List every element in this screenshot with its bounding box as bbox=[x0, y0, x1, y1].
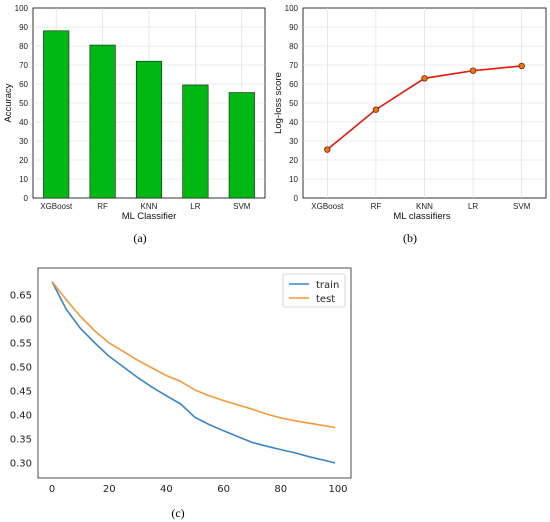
panel-a-x-tick-label: XGBoost bbox=[40, 202, 73, 211]
panel-a-x-axis-label: ML Classifier bbox=[122, 211, 177, 222]
panel-a-y-ticks: 0 10 20 30 40 50 60 70 80 90 100 bbox=[15, 4, 29, 203]
panel-b-y-tick-label: 50 bbox=[289, 99, 298, 108]
logloss-point-lr bbox=[469, 67, 477, 74]
panel-b-y-tick-label: 30 bbox=[289, 137, 298, 146]
panel-a-y-tick-label: 70 bbox=[19, 61, 28, 70]
panel-a-x-tick-label: KNN bbox=[141, 202, 158, 211]
panel-c-y-tick-label: 0.35 bbox=[10, 435, 32, 446]
legend-train-label: train bbox=[316, 280, 339, 291]
panel-b-y-tick-label: 40 bbox=[289, 118, 298, 127]
bar-xgboost bbox=[43, 30, 70, 199]
panel-a-x-tick-label: RF bbox=[97, 202, 108, 211]
panel-c-series bbox=[51, 281, 336, 464]
panel-a-y-tick-label: 90 bbox=[19, 23, 28, 32]
panel-c-plot-frame bbox=[37, 267, 352, 479]
panel-b-y-tick-label: 0 bbox=[294, 194, 299, 203]
panel-a-x-tick-label: SVM bbox=[233, 202, 251, 211]
panel-b-series bbox=[324, 62, 525, 153]
panel-b-y-tick-label: 10 bbox=[289, 175, 298, 184]
panel-a-y-tick-label: 0 bbox=[24, 194, 29, 203]
panel-a-x-ticks: XGBoost RF KNN LR SVM bbox=[40, 202, 251, 211]
panel-a-y-tick-label: 30 bbox=[19, 137, 28, 146]
panel-c-y-tick-label: 0.55 bbox=[10, 339, 32, 350]
train-curve bbox=[51, 281, 336, 464]
panel-a-accuracy-bar-chart: 0 10 20 30 40 50 60 70 80 90 100 XGBoost RF KNN LR SVM… bbox=[3, 4, 266, 222]
panel-b-label: (b) bbox=[403, 231, 417, 245]
panel-b-y-tick-label: 80 bbox=[289, 42, 298, 51]
panel-b-x-tick-label: RF bbox=[371, 202, 382, 211]
panel-a-y-tick-label: 80 bbox=[19, 42, 28, 51]
panel-a-label: (a) bbox=[133, 231, 146, 245]
logloss-point-xgboost bbox=[324, 146, 331, 153]
panel-c-x-tick-label: 80 bbox=[274, 484, 287, 495]
panel-c-y-tick-label: 0.45 bbox=[10, 387, 32, 398]
panel-a-y-tick-label: 20 bbox=[19, 156, 28, 165]
panel-b-y-tick-label: 100 bbox=[285, 4, 299, 13]
test-curve bbox=[51, 281, 336, 429]
bar-rf bbox=[89, 44, 116, 199]
panel-c-legend: train test bbox=[282, 273, 346, 308]
panel-c-x-tick-label: 100 bbox=[328, 484, 347, 495]
panel-b-y-tick-label: 70 bbox=[289, 61, 298, 70]
panel-b-x-tick-label: SVM bbox=[513, 202, 531, 211]
panel-c-train-test-curves: 0.30 0.35 0.40 0.45 0.50 0.55 0.60 0.65 0 20 40 60… bbox=[10, 267, 352, 495]
logloss-point-knn bbox=[421, 75, 428, 82]
panel-b-x-tick-label: LR bbox=[468, 202, 478, 211]
legend-test-label: test bbox=[316, 294, 335, 305]
logloss-point-svm bbox=[518, 62, 525, 70]
panel-c-x-ticks: 0 20 40 60 80 100 bbox=[49, 484, 348, 495]
bar-lr bbox=[182, 84, 209, 199]
panel-c-y-tick-label: 0.30 bbox=[10, 459, 32, 470]
panel-b-x-axis-label: ML classifiers bbox=[393, 211, 450, 222]
panel-c-y-tick-label: 0.50 bbox=[10, 363, 32, 374]
panel-b-x-tick-label: KNN bbox=[416, 202, 433, 211]
panel-b-y-tick-label: 90 bbox=[289, 23, 298, 32]
panel-c-y-tick-label: 0.60 bbox=[10, 315, 32, 326]
panel-b-y-axis-label: Log-loss score bbox=[273, 72, 284, 134]
bar-knn bbox=[135, 60, 163, 199]
panel-c-x-tick-label: 0 bbox=[49, 484, 55, 495]
panel-b-y-tick-label: 20 bbox=[289, 156, 298, 165]
panel-b-gridlines bbox=[303, 8, 546, 198]
panel-b-y-ticks: 0 10 20 30 40 50 60 70 80 90 100 bbox=[285, 4, 299, 203]
bar-svm bbox=[228, 92, 255, 199]
panel-a-y-tick-label: 60 bbox=[19, 80, 28, 89]
panel-a-bars bbox=[43, 30, 255, 199]
panel-a-y-axis-label: Accuracy bbox=[3, 83, 14, 122]
panel-a-x-tick-label: LR bbox=[190, 202, 200, 211]
panel-a-y-tick-label: 50 bbox=[19, 99, 28, 108]
panel-c-x-tick-label: 40 bbox=[160, 484, 173, 495]
panel-a-y-tick-label: 10 bbox=[19, 175, 28, 184]
panel-a-y-tick-label: 40 bbox=[19, 118, 28, 127]
panel-b-y-tick-label: 60 bbox=[289, 80, 298, 89]
panel-b-logloss-line-chart: 0 10 20 30 40 50 60 70 80 90 100 XGBoost RF KNN LR SVM… bbox=[273, 4, 547, 222]
panel-b-x-ticks: XGBoost RF KNN LR SVM bbox=[311, 202, 530, 211]
panel-c-label: (c) bbox=[171, 506, 184, 520]
panel-c-x-tick-label: 60 bbox=[217, 484, 230, 495]
panel-c-y-ticks: 0.30 0.35 0.40 0.45 0.50 0.55 0.60 0.65 bbox=[10, 291, 32, 470]
panel-b-x-tick-label: XGBoost bbox=[311, 202, 344, 211]
logloss-point-rf bbox=[372, 106, 380, 113]
panel-a-y-tick-label: 100 bbox=[15, 4, 29, 13]
panel-c-x-tick-label: 20 bbox=[103, 484, 116, 495]
panel-c-y-tick-label: 0.65 bbox=[10, 291, 32, 302]
panel-c-y-tick-label: 0.40 bbox=[10, 411, 32, 422]
